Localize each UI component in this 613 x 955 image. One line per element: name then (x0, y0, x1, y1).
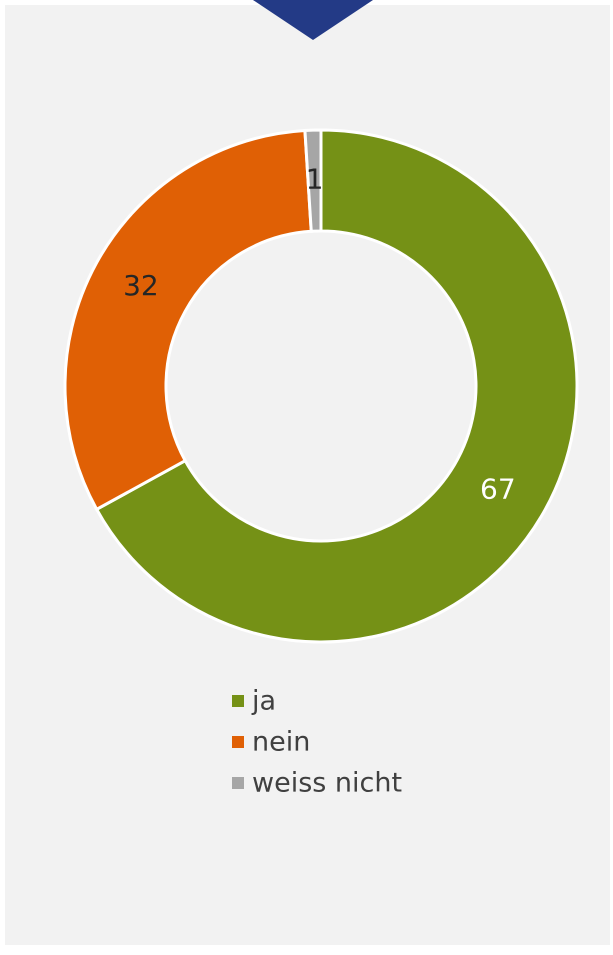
data-label: 67 (480, 473, 516, 506)
legend-marker (232, 736, 244, 748)
data-label: 32 (123, 269, 159, 302)
legend-marker (232, 777, 244, 789)
slice (63, 128, 313, 512)
data-label: 1 (306, 163, 324, 196)
legend-label: nein (252, 727, 310, 758)
legend-marker (232, 695, 244, 707)
legend-label: weiss nicht (252, 768, 402, 799)
legend-label: ja (251, 686, 276, 717)
top-indicator (253, 0, 373, 40)
slice (303, 128, 323, 233)
slice (94, 128, 579, 644)
